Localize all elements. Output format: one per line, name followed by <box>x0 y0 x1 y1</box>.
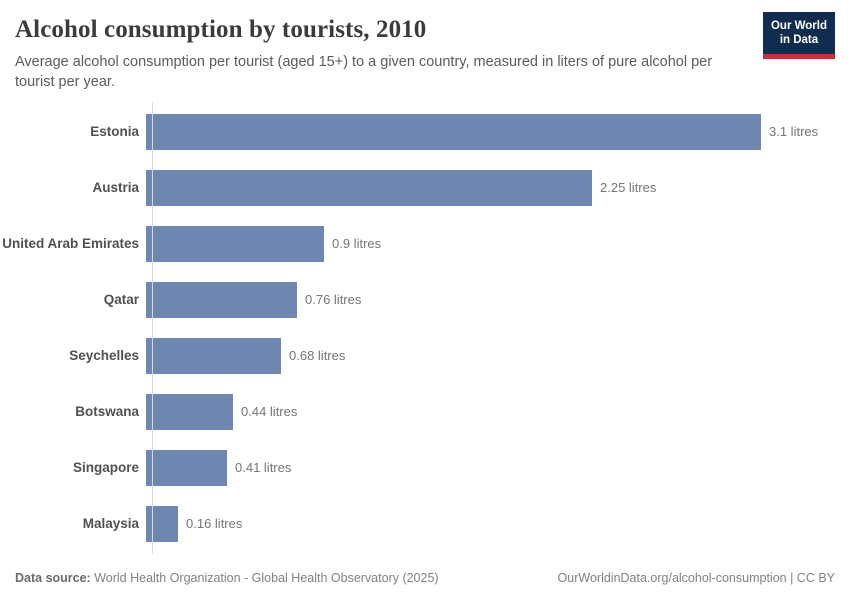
bar-area: 0.44 litres <box>146 384 835 440</box>
bar[interactable] <box>146 169 592 206</box>
y-axis-line <box>152 101 153 554</box>
value-label: 0.44 litres <box>241 404 298 420</box>
bar[interactable] <box>146 281 297 318</box>
data-source-note: Data source: World Health Organization -… <box>15 570 439 586</box>
page-title: Alcohol consumption by tourists, 2010 <box>15 16 427 43</box>
attribution-link[interactable]: OurWorldinData.org/alcohol-consumption |… <box>557 570 835 585</box>
value-label: 0.9 litres <box>332 236 382 252</box>
chart-footer: Data source: World Health Organization -… <box>0 570 850 600</box>
data-source-label: Data source: <box>15 570 91 585</box>
category-label: United Arab Emirates <box>2 236 139 252</box>
chart-subtitle: Average alcohol consumption per tourist … <box>15 54 713 91</box>
value-label: 0.16 litres <box>186 516 243 532</box>
category-label: Estonia <box>90 124 139 140</box>
bar-area: 0.68 litres <box>146 328 835 384</box>
bar-row: Botswana 0.44 litres <box>0 384 835 440</box>
bar-area: 0.9 litres <box>146 216 835 272</box>
bar-row: Singapore 0.41 litres <box>0 440 835 496</box>
bar-area: 0.76 litres <box>146 272 835 328</box>
bar-chart: Estonia 3.1 litres Austria 2.25 litres Unite… <box>0 101 850 554</box>
owid-logo-line1: Our World <box>770 20 827 32</box>
bar[interactable] <box>146 505 178 542</box>
bar[interactable] <box>146 393 233 430</box>
category-label: Qatar <box>103 292 139 308</box>
data-source-value: World Health Organization - Global Healt… <box>90 570 439 585</box>
category-label: Botswana <box>75 404 139 420</box>
category-label: Seychelles <box>69 348 139 364</box>
bar[interactable] <box>146 225 324 262</box>
value-label: 0.68 litres <box>289 348 346 364</box>
value-label: 3.1 litres <box>769 124 819 140</box>
bar-row: Seychelles 0.68 litres <box>0 328 835 384</box>
chart-header: Alcohol consumption by tourists, 2010 Av… <box>0 0 850 93</box>
bar-row: Qatar 0.76 litres <box>0 272 835 328</box>
title-block: Alcohol consumption by tourists, 2010 Av… <box>15 15 735 93</box>
category-label: Austria <box>92 180 139 196</box>
value-label: 2.25 litres <box>600 180 657 196</box>
bar[interactable] <box>146 113 761 150</box>
bar-area: 3.1 litres <box>146 104 835 160</box>
bar-area: 0.16 litres <box>146 496 835 552</box>
category-label: Singapore <box>72 460 139 476</box>
bar-row: Estonia 3.1 litres <box>0 104 835 160</box>
owid-logo-line2: in Data <box>779 34 819 47</box>
bar-row: Austria 2.25 litres <box>0 160 835 216</box>
bar-row: United Arab Emirates 0.9 litres <box>0 216 835 272</box>
bar[interactable] <box>146 449 227 486</box>
bar-row: Malaysia 0.16 litres <box>0 496 835 552</box>
bar-area: 2.25 litres <box>146 160 835 216</box>
bar[interactable] <box>146 337 281 374</box>
value-label: 0.76 litres <box>305 292 362 308</box>
category-label: Malaysia <box>82 516 139 532</box>
value-label: 0.41 litres <box>235 460 292 476</box>
bar-area: 0.41 litres <box>146 440 835 496</box>
owid-logo[interactable]: Our World in Data <box>762 12 835 59</box>
